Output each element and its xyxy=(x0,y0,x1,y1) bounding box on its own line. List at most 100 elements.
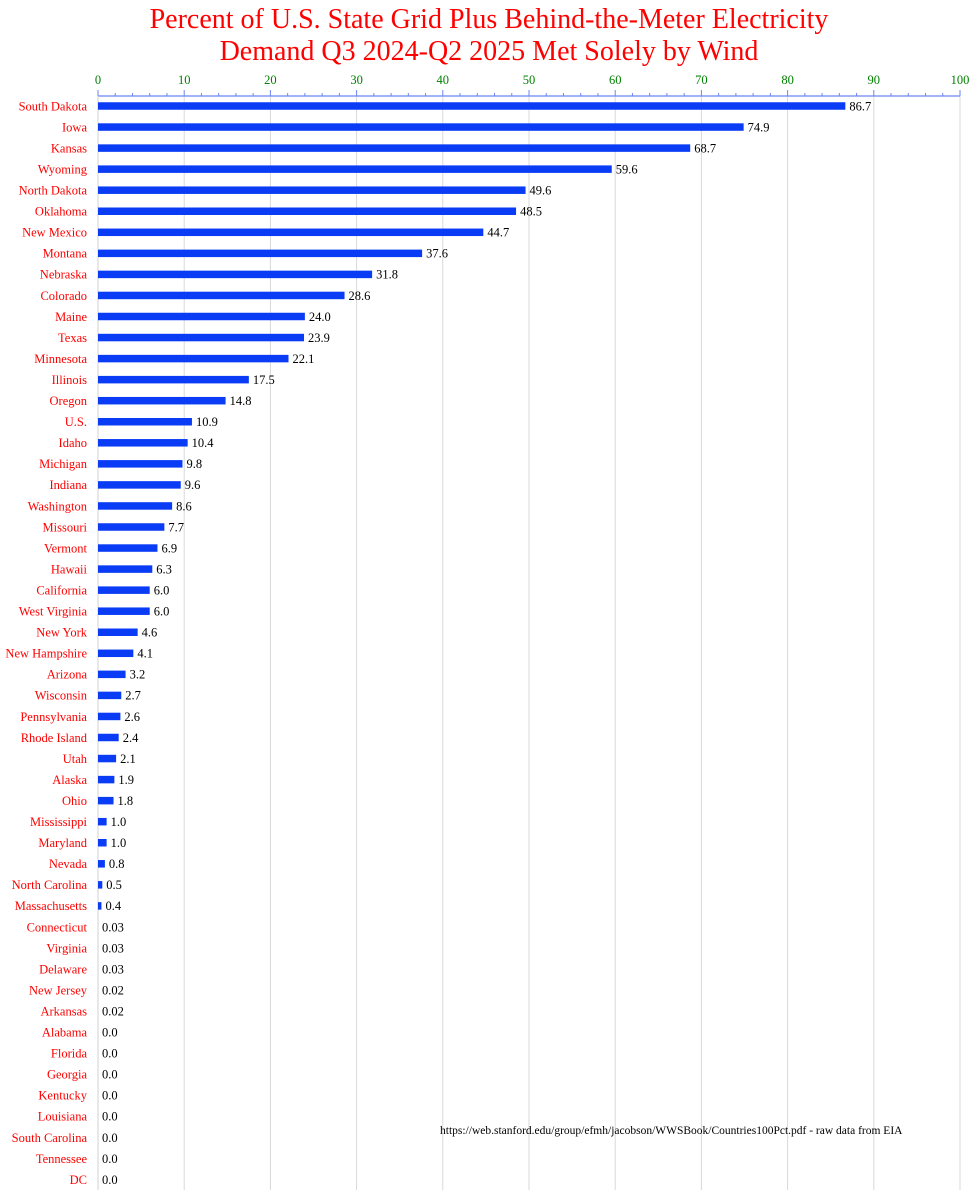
bar-missouri xyxy=(98,523,165,531)
category-label: New York xyxy=(36,626,87,640)
bar-michigan xyxy=(98,460,183,468)
value-label: 10.4 xyxy=(192,436,215,450)
value-label: 8.6 xyxy=(176,499,192,513)
x-tick-label: 20 xyxy=(264,73,277,87)
value-label: 0.03 xyxy=(102,941,124,955)
category-label: Illinois xyxy=(52,373,88,387)
bar-ohio xyxy=(98,796,114,805)
value-label: 37.6 xyxy=(426,247,448,261)
x-axis: 0 10 20 30 40 50 60 70 80 90 100 xyxy=(95,73,969,1190)
value-label: 0.03 xyxy=(102,920,124,934)
value-label: 0.0 xyxy=(102,1047,118,1061)
category-label: Oklahoma xyxy=(35,205,88,219)
value-label: 0.0 xyxy=(102,1068,118,1082)
value-label: 1.9 xyxy=(118,773,134,787)
value-label: 0.0 xyxy=(102,1026,118,1040)
value-label: 17.5 xyxy=(253,373,275,387)
bar-hawaii xyxy=(98,565,153,573)
category-label: Alabama xyxy=(42,1026,88,1040)
bar-arizona xyxy=(98,670,126,679)
bar-california xyxy=(98,586,150,594)
category-label: South Dakota xyxy=(19,99,88,113)
gridlines xyxy=(97,96,961,1190)
bar-idaho xyxy=(98,439,188,447)
value-label: 1.8 xyxy=(118,794,134,808)
bar-illinois xyxy=(98,375,249,384)
bar-indiana xyxy=(98,481,181,489)
value-label: 0.02 xyxy=(102,1004,124,1018)
bars xyxy=(98,102,846,910)
value-label: 59.6 xyxy=(616,162,638,176)
value-label: 1.0 xyxy=(111,815,127,829)
bar-utah xyxy=(98,754,117,763)
bar-kansas xyxy=(98,144,691,152)
category-label: U.S. xyxy=(65,415,87,429)
value-label: 0.0 xyxy=(102,1110,118,1124)
value-label: 6.0 xyxy=(154,605,170,619)
value-label: 0.03 xyxy=(102,962,124,976)
bar-montana xyxy=(98,249,423,258)
category-label: Idaho xyxy=(59,436,87,450)
category-label: West Virginia xyxy=(19,605,88,619)
category-label: Kansas xyxy=(51,141,87,155)
value-label: 2.7 xyxy=(125,689,141,703)
category-label: Tennessee xyxy=(36,1152,88,1166)
value-label: 31.8 xyxy=(376,268,398,282)
category-label: Pennsylvania xyxy=(20,710,87,724)
bar-minnesota xyxy=(98,354,289,363)
value-label: 0.0 xyxy=(102,1173,118,1187)
category-label: Missouri xyxy=(43,520,88,534)
category-label: New Jersey xyxy=(29,983,88,997)
value-label: 3.2 xyxy=(130,668,146,682)
category-label: Maryland xyxy=(38,836,87,850)
category-label: Nevada xyxy=(49,857,88,871)
category-label: New Hampshire xyxy=(5,647,87,661)
category-label: New Mexico xyxy=(22,226,87,240)
category-label: Ohio xyxy=(62,794,87,808)
category-label: Arkansas xyxy=(40,1004,87,1018)
category-label: Utah xyxy=(63,752,88,766)
value-label: 14.8 xyxy=(230,394,252,408)
category-label: DC xyxy=(70,1173,87,1187)
bar-new-hampshire xyxy=(98,649,134,658)
bar-alaska xyxy=(98,775,115,784)
bar-new-york xyxy=(98,628,138,636)
value-label: 22.1 xyxy=(293,352,315,366)
value-label: 0.8 xyxy=(109,857,125,871)
value-labels: 86.7 74.9 68.7 59.6 49.6 48.5 44.7 37.6 31.8 28.6… xyxy=(102,99,871,1187)
value-label: 86.7 xyxy=(849,99,871,113)
bar-oregon xyxy=(98,396,226,405)
value-label: 0.0 xyxy=(102,1131,118,1145)
value-label: 7.7 xyxy=(168,520,184,534)
value-label: 23.9 xyxy=(308,331,330,345)
bar-south-dakota xyxy=(98,102,846,110)
value-label: 28.6 xyxy=(349,289,371,303)
category-label: Montana xyxy=(43,247,88,261)
value-label: 9.6 xyxy=(185,478,201,492)
category-label: Vermont xyxy=(44,541,88,555)
category-label: Iowa xyxy=(62,120,87,134)
value-label: 0.02 xyxy=(102,983,124,997)
bar-oklahoma xyxy=(98,207,517,215)
category-label: North Carolina xyxy=(12,878,88,892)
bar-nebraska xyxy=(98,270,373,279)
category-label: Oregon xyxy=(50,394,88,408)
bar-maine xyxy=(98,312,305,321)
category-label: Florida xyxy=(51,1047,88,1061)
category-label: Hawaii xyxy=(51,562,88,576)
bar-maryland xyxy=(98,839,107,847)
value-label: 6.3 xyxy=(156,562,172,576)
category-label: South Carolina xyxy=(12,1131,88,1145)
category-label: Maine xyxy=(55,310,87,324)
value-label: 2.6 xyxy=(124,710,140,724)
value-label: 0.0 xyxy=(102,1152,118,1166)
category-label: North Dakota xyxy=(19,184,88,198)
x-tick-label: 90 xyxy=(868,73,881,87)
category-label: Wisconsin xyxy=(35,689,88,703)
bar-new-mexico xyxy=(98,228,484,237)
category-label: Delaware xyxy=(39,962,87,976)
bar-pennsylvania xyxy=(98,712,121,721)
category-labels: South Dakota Iowa Kansas Wyoming North Dakot… xyxy=(5,99,87,1187)
category-label: Mississippi xyxy=(30,815,87,829)
